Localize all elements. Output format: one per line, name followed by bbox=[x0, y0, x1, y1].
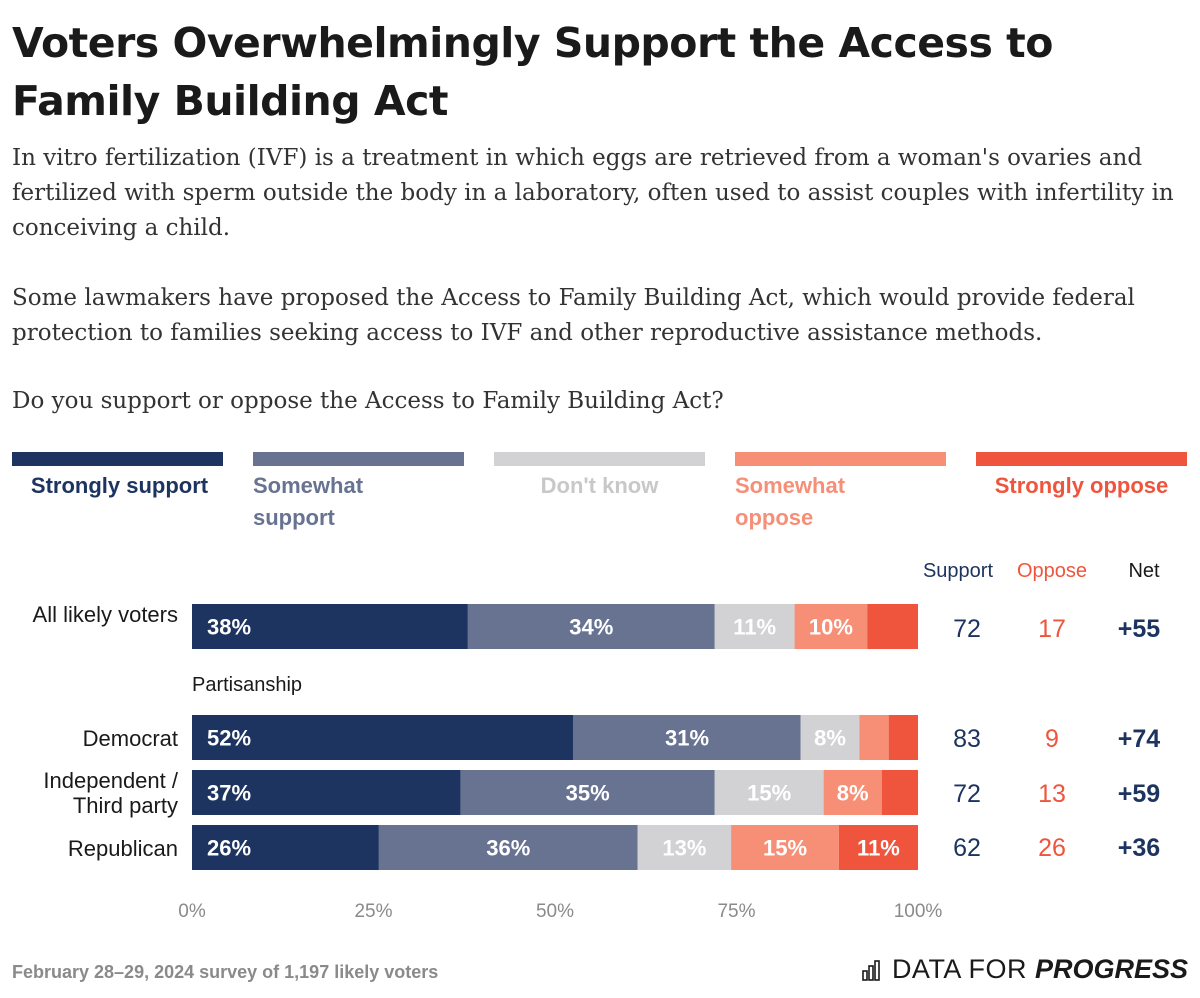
row-label-republican: Republican bbox=[67, 836, 178, 861]
survey-footnote: February 28–29, 2024 survey of 1,197 lik… bbox=[12, 962, 439, 982]
legend-swatch-somewhat-support bbox=[253, 452, 464, 466]
bar-value-label: 8% bbox=[814, 726, 846, 751]
bar-value-label: 26% bbox=[207, 836, 251, 861]
bar-segment-strongly-support-row-1 bbox=[192, 715, 574, 760]
description-ivf: In vitro fertilization (IVF) is a treatm… bbox=[12, 145, 1174, 241]
oppose-value-all: 17 bbox=[1038, 615, 1066, 643]
legend-swatch-strongly-oppose bbox=[976, 452, 1187, 466]
bar-segment-don-t-know-row-2 bbox=[714, 770, 824, 815]
support-value-democrat: 83 bbox=[953, 725, 981, 753]
row-label-text: Independent / Third party bbox=[43, 768, 178, 818]
oppose-value-independent: 13 bbox=[1038, 780, 1066, 808]
bar-segment-strongly-support-row-2 bbox=[192, 770, 461, 815]
bar-value-label: 34% bbox=[569, 615, 613, 640]
bar-value-label: 37% bbox=[207, 781, 251, 806]
section-label-partisanship: Partisanship bbox=[192, 674, 303, 696]
bar-value-label: 10% bbox=[809, 615, 853, 640]
oppose-value-democrat: 9 bbox=[1045, 725, 1059, 753]
bar-segment-strongly-oppose-row-3 bbox=[838, 825, 918, 870]
brand-name-part1: DATA FOR bbox=[891, 954, 1027, 984]
legend-swatch-strongly-support bbox=[12, 452, 223, 466]
row-label-democrat: Democrat bbox=[82, 726, 178, 751]
legend-swatch-dont-know bbox=[494, 452, 705, 466]
x-axis-tick-label: 50% bbox=[536, 901, 574, 922]
bar-value-label: 35% bbox=[566, 781, 610, 806]
column-header-oppose: Oppose bbox=[1016, 560, 1088, 582]
bar-value-label: 11% bbox=[857, 836, 900, 861]
legend-swatch-somewhat-oppose bbox=[735, 452, 946, 466]
bar-value-label: 15% bbox=[763, 836, 807, 861]
legend-label-somewhat-oppose: Somewhat oppose bbox=[735, 473, 846, 530]
survey-question: Do you support or oppose the Access to F… bbox=[12, 388, 724, 414]
x-axis-tick-label: 75% bbox=[717, 901, 755, 922]
bar-segment-somewhat-oppose-row-1 bbox=[859, 715, 889, 760]
bar-value-label: 11% bbox=[733, 615, 776, 640]
support-value-independent: 72 bbox=[953, 780, 981, 808]
bar-segment-don-t-know-row-0 bbox=[714, 604, 795, 649]
oppose-value-republican: 26 bbox=[1038, 834, 1066, 862]
legend-label-strongly-support: Strongly support bbox=[30, 473, 209, 498]
support-value-all: 72 bbox=[953, 615, 981, 643]
legend-label-strongly-oppose: Strongly oppose bbox=[994, 473, 1169, 498]
bar-segment-somewhat-support-row-2 bbox=[460, 770, 715, 815]
bar-segment-somewhat-oppose-row-2 bbox=[823, 770, 882, 815]
bar-segment-strongly-support-row-0 bbox=[192, 604, 468, 649]
bar-value-label: 8% bbox=[837, 781, 869, 806]
bar-value-label: 15% bbox=[747, 781, 791, 806]
bar-value-label: 38% bbox=[207, 615, 251, 640]
support-value-republican: 62 bbox=[953, 834, 981, 862]
legend-label-dont-know: Don't know bbox=[540, 473, 659, 498]
column-header-support: Support bbox=[922, 560, 994, 582]
bar-segment-strongly-support-row-3 bbox=[192, 825, 379, 870]
legend-label-somewhat-support: Somewhat support bbox=[253, 473, 364, 530]
bar-chart-icon bbox=[862, 959, 880, 981]
bar-value-label: 36% bbox=[486, 836, 530, 861]
description-act: Some lawmakers have proposed the Access … bbox=[12, 285, 1135, 346]
x-axis-tick-label: 100% bbox=[894, 901, 943, 922]
bar-segment-strongly-oppose-row-2 bbox=[881, 770, 918, 815]
x-axis-tick-label: 25% bbox=[354, 901, 392, 922]
net-value-democrat: +74 bbox=[1117, 725, 1161, 753]
bar-segment-somewhat-support-row-3 bbox=[378, 825, 638, 870]
row-label-all-likely-voters: All likely voters bbox=[8, 602, 178, 627]
bar-value-label: 31% bbox=[665, 726, 709, 751]
chart-title: Voters Overwhelmingly Support the Access… bbox=[12, 19, 1053, 125]
bar-segment-somewhat-oppose-row-0 bbox=[794, 604, 868, 649]
net-value-independent: +59 bbox=[1117, 780, 1161, 808]
bar-segment-somewhat-support-row-1 bbox=[573, 715, 801, 760]
row-label-independent: Independent / Third party bbox=[8, 768, 178, 818]
row-label-text: All likely voters bbox=[32, 602, 178, 627]
bar-segment-somewhat-support-row-0 bbox=[467, 604, 715, 649]
bar-value-label: 13% bbox=[662, 836, 706, 861]
bar-segment-don-t-know-row-1 bbox=[800, 715, 860, 760]
bar-segment-somewhat-oppose-row-3 bbox=[731, 825, 839, 870]
bar-value-label: 52% bbox=[207, 726, 251, 751]
brand-name-part2: PROGRESS bbox=[1034, 954, 1188, 984]
column-header-net: Net bbox=[1128, 560, 1160, 582]
brand-logo: DATA FOR PROGRESS bbox=[862, 954, 1188, 985]
net-value-republican: +36 bbox=[1117, 834, 1161, 862]
net-value-all: +55 bbox=[1117, 615, 1161, 643]
x-axis-tick-label: 0% bbox=[178, 901, 206, 922]
bar-segment-strongly-oppose-row-1 bbox=[888, 715, 918, 760]
bar-segment-strongly-oppose-row-0 bbox=[867, 604, 918, 649]
bar-segment-don-t-know-row-3 bbox=[637, 825, 732, 870]
